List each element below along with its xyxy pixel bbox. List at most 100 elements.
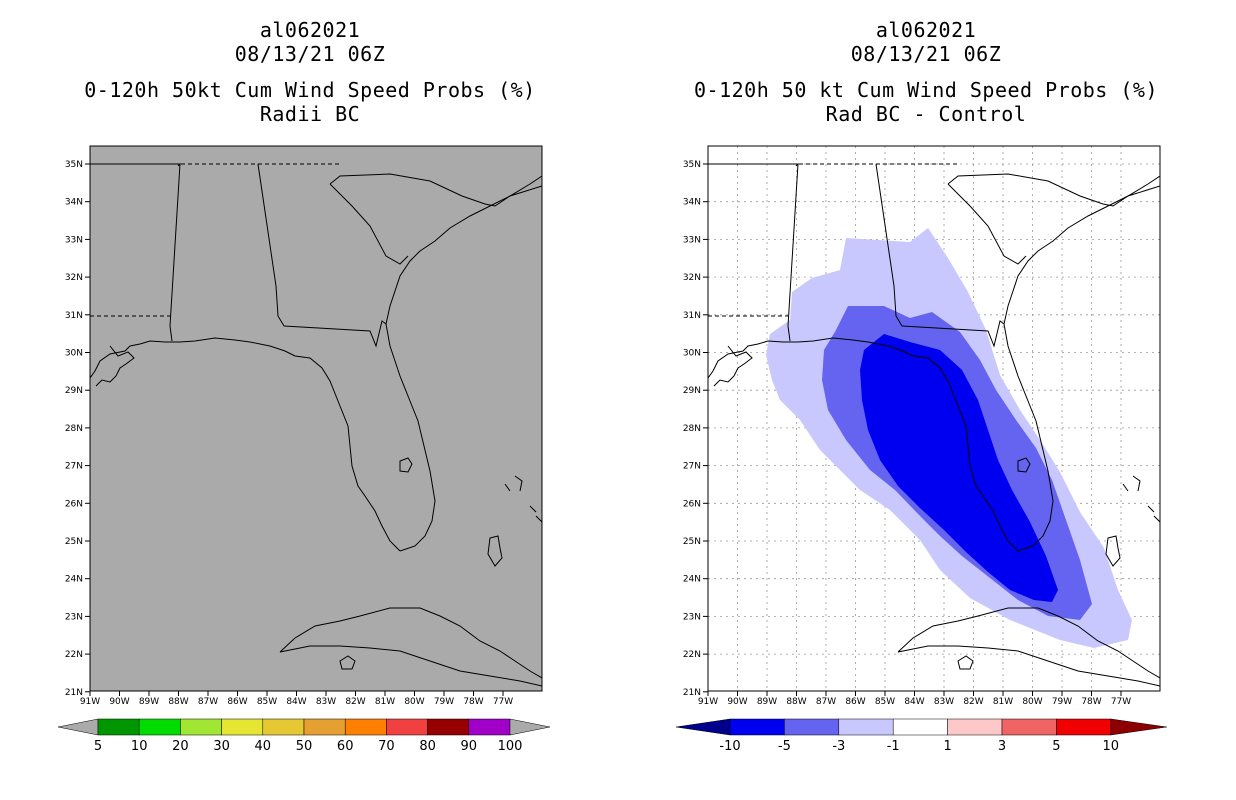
lon-tick-label: 78W — [1081, 697, 1101, 707]
lat-tick-label: 30N — [683, 349, 701, 359]
lon-tick-label: 85W — [875, 697, 895, 707]
lat-tick-label: 35N — [683, 160, 701, 170]
right-colorbar-label: -1 — [887, 739, 900, 754]
left-colorbar-swatch — [344, 718, 387, 736]
left-colorbar-label: 90 — [461, 739, 478, 754]
lat-tick-label: 33N — [683, 235, 701, 245]
lon-tick-label: 83W — [316, 697, 336, 707]
lon-tick-label: 89W — [757, 697, 777, 707]
left-map-coastlines — [90, 163, 542, 687]
left-colorbar-high-arrow — [509, 718, 551, 736]
left-colorbar-label: 50 — [296, 739, 313, 754]
right-lat-axis: 35N 34N 33N 32N 31N 30N 29N 28N 27N 26N 25N 24N 23N 2… — [683, 160, 708, 698]
right-colorbar-label: -3 — [832, 739, 845, 754]
right-map-panel: 35N 34N 33N 32N 31N 30N 29N 28N 27N 26N 25N 24N 23N 2… — [675, 145, 1167, 754]
lon-tick-label: 88W — [786, 697, 806, 707]
right-colorbar-swatch — [947, 718, 1003, 736]
lat-tick-label: 22N — [683, 650, 701, 660]
lon-tick-label: 88W — [168, 697, 188, 707]
left-colorbar-label: 20 — [172, 739, 189, 754]
lon-tick-label: 77W — [1111, 697, 1131, 707]
left-colorbar-swatch — [180, 718, 222, 736]
lat-tick-label: 25N — [683, 537, 701, 547]
lat-tick-label: 31N — [65, 311, 83, 321]
left-colorbar-label: 10 — [131, 739, 148, 754]
lat-tick-label: 28N — [683, 424, 701, 434]
left-map-panel: 35N 34N 33N 32N 31N 30N 29N 28N 27N 26N 25N 24N 23N 2… — [57, 145, 551, 754]
left-colorbar-label: 100 — [498, 739, 523, 754]
lon-tick-label: 83W — [934, 697, 954, 707]
lon-tick-label: 91W — [80, 697, 100, 707]
lon-tick-label: 80W — [404, 697, 424, 707]
lon-tick-label: 85W — [257, 697, 277, 707]
lat-tick-label: 27N — [65, 462, 83, 472]
right-colorbar-swatch — [1001, 718, 1057, 736]
lon-tick-label: 79W — [434, 697, 454, 707]
left-colorbar-swatch — [262, 718, 305, 736]
lon-tick-label: 77W — [493, 697, 513, 707]
lat-tick-label: 23N — [65, 612, 83, 622]
lat-tick-label: 23N — [683, 612, 701, 622]
lon-tick-label: 79W — [1052, 697, 1072, 707]
lat-tick-label: 28N — [65, 424, 83, 434]
left-colorbar-swatch — [468, 718, 511, 736]
right-product-title: 0-120h 50 kt Cum Wind Speed Probs (%) — [693, 78, 1159, 102]
right-colorbar-swatch — [838, 718, 894, 736]
lat-tick-label: 21N — [65, 688, 83, 698]
left-storm-id: al062021 — [259, 18, 361, 42]
left-colorbar-swatch — [303, 718, 346, 736]
lon-tick-label: 89W — [139, 697, 159, 707]
left-colorbar-label: 30 — [213, 739, 230, 754]
left-colorbar-swatch — [427, 718, 470, 736]
left-colorbar-low-arrow — [57, 718, 99, 736]
right-colorbar-label: 3 — [998, 739, 1006, 754]
lon-tick-label: 78W — [463, 697, 483, 707]
right-colorbar-label: 5 — [1052, 739, 1060, 754]
lon-tick-label: 81W — [993, 697, 1013, 707]
right-date-time: 08/13/21 06Z — [850, 42, 1002, 66]
lat-tick-label: 34N — [683, 198, 701, 208]
right-map-coastlines — [708, 163, 1160, 687]
lon-tick-label: 90W — [109, 697, 129, 707]
left-panel-title: al062021 08/13/21 06Z 0-120h 50kt Cum Wi… — [50, 18, 570, 126]
left-date-time: 08/13/21 06Z — [234, 42, 386, 66]
right-colorbar: -10 -5 -3 -1 1 3 5 10 — [675, 718, 1167, 754]
left-product-subtitle: Radii BC — [259, 102, 361, 126]
right-map-frame — [707, 145, 1161, 692]
right-colorbar-swatch — [784, 718, 840, 736]
left-colorbar-label: 5 — [94, 739, 102, 754]
left-lon-axis: 91W 90W 89W 88W 87W 86W 85W 84W 83W 82W 81W 80W 79W 7… — [80, 691, 513, 707]
left-lat-axis: 35N 34N 33N 32N 31N 30N 29N 28N 27N 26N 25N 24N 23N 2… — [65, 160, 90, 698]
right-panel-title: al062021 08/13/21 06Z 0-120h 50 kt Cum W… — [666, 18, 1186, 126]
right-colorbar-high-arrow — [1110, 718, 1167, 736]
lat-tick-label: 24N — [683, 575, 701, 585]
right-colorbar-low-arrow — [675, 718, 731, 736]
left-product-title: 0-120h 50kt Cum Wind Speed Probs (%) — [84, 78, 536, 102]
left-colorbar-label: 60 — [337, 739, 354, 754]
lat-tick-label: 29N — [683, 386, 701, 396]
left-colorbar-swatch — [221, 718, 264, 736]
right-colorbar-label: 10 — [1103, 739, 1120, 754]
lat-tick-label: 31N — [683, 311, 701, 321]
right-colorbar-swatch — [1056, 718, 1112, 736]
lat-tick-label: 26N — [65, 499, 83, 509]
lat-tick-label: 21N — [683, 688, 701, 698]
right-map-contours — [766, 228, 1132, 648]
right-map-gridlines — [708, 146, 1160, 691]
lon-tick-label: 84W — [904, 697, 924, 707]
lat-tick-label: 34N — [65, 198, 83, 208]
lat-tick-label: 32N — [683, 273, 701, 283]
left-colorbar-swatch — [138, 718, 181, 736]
lon-tick-label: 84W — [286, 697, 306, 707]
right-colorbar-swatch — [729, 718, 785, 736]
lat-tick-label: 33N — [65, 235, 83, 245]
lat-tick-label: 22N — [65, 650, 83, 660]
left-colorbar-label: 80 — [419, 739, 436, 754]
left-colorbar: 5 10 20 30 40 50 60 70 80 90 100 — [57, 718, 551, 754]
lat-tick-label: 32N — [65, 273, 83, 283]
lon-tick-label: 82W — [963, 697, 983, 707]
lon-tick-label: 86W — [227, 697, 247, 707]
left-colorbar-swatch — [97, 718, 140, 736]
right-storm-id: al062021 — [875, 18, 977, 42]
